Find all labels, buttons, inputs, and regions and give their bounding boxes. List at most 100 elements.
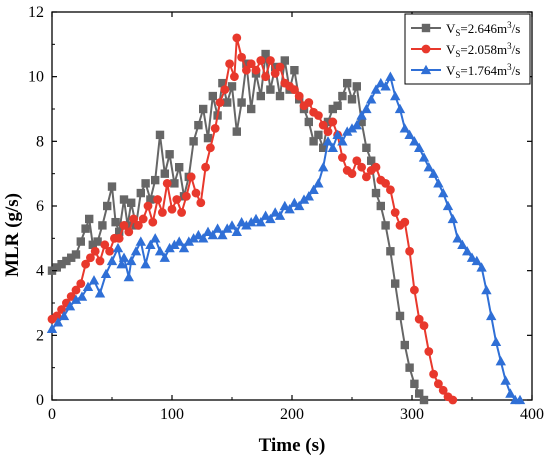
x-tick-label: 200 — [280, 406, 304, 423]
data-point — [146, 195, 155, 204]
data-point — [367, 156, 376, 165]
data-point — [400, 217, 410, 227]
data-point — [304, 98, 314, 107]
data-point — [271, 62, 280, 72]
data-point — [123, 271, 134, 282]
data-point — [280, 56, 289, 65]
data-point — [191, 188, 201, 198]
data-point — [158, 208, 167, 217]
data-point — [415, 389, 424, 398]
data-point — [357, 117, 366, 127]
data-point — [433, 178, 444, 188]
data-point — [414, 314, 424, 324]
data-point — [279, 200, 290, 211]
data-point — [414, 142, 425, 152]
y-axis-ticks: 0 2 4 6 8 10 12 — [28, 4, 532, 409]
data-point — [222, 223, 233, 233]
data-point — [381, 221, 390, 230]
data-point — [328, 117, 338, 127]
data-point — [217, 229, 228, 240]
data-point — [385, 71, 396, 81]
data-point — [318, 120, 328, 130]
data-point — [58, 310, 70, 321]
data-point — [438, 385, 448, 395]
y-tick-label: 10 — [28, 69, 44, 86]
data-point — [381, 178, 390, 188]
data-point — [115, 227, 124, 237]
y-axis-title: MLR (g/s) — [2, 193, 23, 277]
data-point — [232, 33, 242, 43]
data-point — [241, 220, 252, 230]
data-point — [188, 233, 199, 243]
data-point — [153, 195, 163, 204]
data-point — [116, 259, 127, 269]
data-point — [114, 233, 124, 243]
data-point — [370, 84, 382, 94]
data-point — [76, 237, 85, 246]
data-point — [86, 253, 95, 263]
data-point — [424, 347, 434, 356]
data-point — [227, 82, 237, 91]
data-point — [346, 123, 358, 133]
data-point — [52, 263, 61, 272]
data-point — [203, 133, 213, 143]
data-point — [103, 201, 112, 211]
data-point — [175, 163, 184, 172]
data-point — [160, 169, 169, 178]
data-point — [318, 162, 329, 172]
data-point — [88, 240, 97, 249]
data-point — [404, 129, 415, 140]
data-point — [100, 268, 112, 279]
data-point — [186, 172, 196, 182]
data-point — [357, 162, 366, 172]
data-point — [151, 175, 160, 185]
data-point — [215, 98, 225, 107]
data-point — [275, 62, 285, 72]
data-point — [52, 317, 64, 327]
data-point — [338, 153, 347, 162]
data-point — [246, 59, 256, 69]
data-point — [225, 59, 235, 69]
data-point — [447, 213, 458, 224]
data-point — [177, 208, 187, 217]
data-point — [236, 216, 247, 227]
data-point — [419, 321, 429, 331]
data-point — [322, 136, 334, 146]
data-point — [337, 136, 348, 146]
data-point — [289, 197, 300, 207]
data-point — [81, 224, 90, 233]
data-point — [159, 252, 170, 262]
data-point — [178, 242, 190, 253]
data-point — [140, 259, 151, 269]
data-point — [251, 65, 261, 75]
data-point — [93, 237, 102, 246]
data-point — [366, 94, 377, 104]
data-point — [395, 311, 405, 321]
data-point — [196, 198, 206, 208]
data-point — [138, 214, 148, 224]
data-point — [95, 256, 105, 266]
data-point — [71, 285, 81, 295]
x-tick-label: 400 — [520, 406, 544, 423]
data-point — [82, 281, 94, 291]
data-point — [247, 104, 256, 114]
data-point — [308, 184, 319, 194]
y-tick-label: 6 — [36, 198, 44, 215]
data-point — [76, 291, 88, 301]
x-axis-title: Time (s) — [259, 435, 326, 456]
data-point — [303, 191, 314, 201]
y-tick-label: 0 — [36, 392, 44, 409]
data-point — [256, 91, 265, 101]
data-point — [294, 200, 305, 211]
data-point — [100, 240, 110, 250]
data-point — [71, 250, 81, 259]
data-point — [409, 136, 420, 146]
data-point — [313, 178, 324, 188]
data-point — [130, 246, 142, 256]
series-circle — [47, 33, 458, 405]
y-tick-label: 2 — [36, 327, 44, 344]
legend-label: VS=2.646m3/s — [446, 20, 520, 38]
data-point — [380, 81, 391, 91]
legend-label: VS=2.058m3/s — [446, 41, 520, 59]
